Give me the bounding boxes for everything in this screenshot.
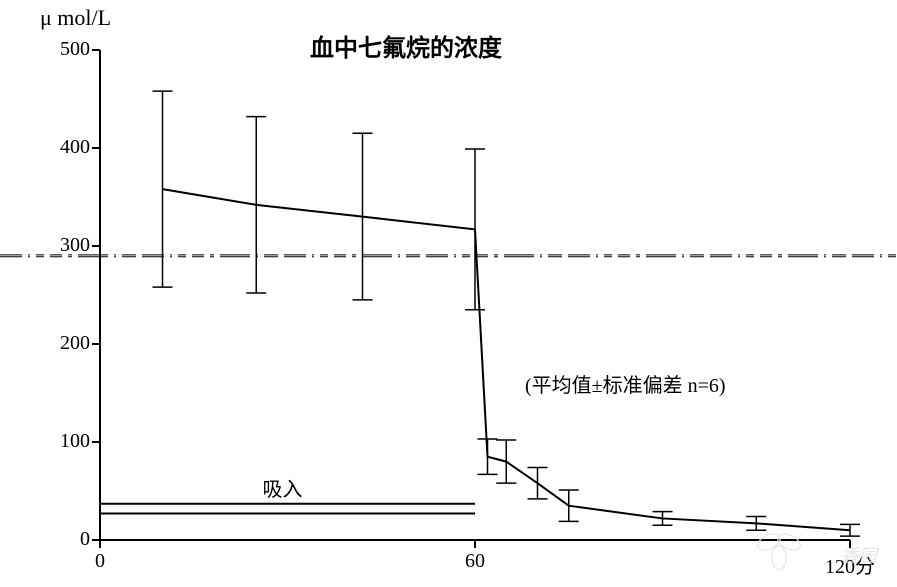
chart-title: 血中七氟烷的浓度 — [310, 28, 502, 63]
y-tick-label: 0 — [35, 528, 90, 551]
x-tick-label: 0 — [60, 550, 140, 573]
y-tick-label: 200 — [35, 332, 90, 355]
chart-container: μ mol/L 血中七氟烷的浓度 (平均值±标准偏差 n=6) 吸入 0 100 2… — [0, 0, 897, 582]
y-tick-label: 300 — [35, 234, 90, 257]
inhale-label: 吸入 — [263, 473, 303, 502]
watermark-icon — [749, 530, 809, 570]
watermark: 香园 — [841, 542, 877, 568]
y-tick-label: 100 — [35, 430, 90, 453]
y-tick-label: 400 — [35, 136, 90, 159]
chart-annotation: (平均值±标准偏差 n=6) — [525, 369, 726, 398]
y-tick-label: 500 — [35, 38, 90, 61]
chart-svg — [0, 0, 897, 582]
y-axis-label: μ mol/L — [40, 5, 111, 31]
x-tick-label: 60 — [435, 550, 515, 573]
